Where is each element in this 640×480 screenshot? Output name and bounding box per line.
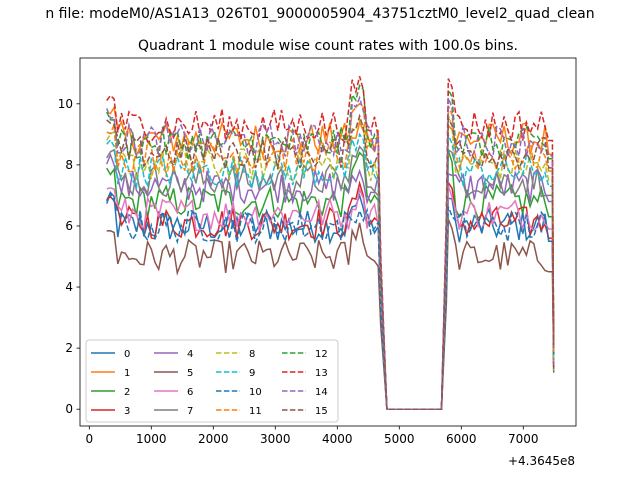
y-tick-label: 8	[65, 158, 73, 172]
legend-label: 4	[187, 349, 193, 360]
legend-box	[85, 339, 339, 423]
series-line-6	[106, 185, 555, 410]
y-tick-label: 4	[65, 280, 73, 294]
legend-label: 2	[124, 387, 130, 398]
legend-label: 3	[124, 406, 130, 417]
series-line-15	[106, 113, 555, 410]
x-offset-label: +4.3645e8	[508, 454, 575, 468]
plot-area	[105, 76, 555, 410]
y-tick-label: 6	[65, 219, 73, 233]
legend-label: 15	[315, 406, 328, 417]
x-tick-label: 3000	[260, 432, 291, 446]
series-line-5	[106, 218, 555, 410]
legend-label: 7	[187, 406, 193, 417]
legend-label: 5	[187, 368, 193, 379]
legend-label: 6	[187, 387, 193, 398]
y-tick-label: 2	[65, 341, 73, 355]
x-tick-label: 7000	[508, 432, 539, 446]
x-tick-label: 2000	[198, 432, 229, 446]
legend-label: 0	[124, 349, 130, 360]
x-tick-label: 5000	[384, 432, 415, 446]
legend-label: 9	[249, 368, 255, 379]
series-line-10	[105, 191, 555, 410]
figure-title: n file: modeM0/AS1A13_026T01_9000005904_…	[45, 6, 594, 22]
x-tick-label: 1000	[136, 432, 167, 446]
legend-label: 11	[249, 406, 262, 417]
chart-title: Quadrant 1 module wise count rates with …	[138, 38, 518, 54]
legend-label: 1	[124, 368, 130, 379]
legend-label: 8	[249, 349, 255, 360]
series-line-13	[106, 76, 555, 410]
y-tick-label: 10	[58, 97, 73, 111]
y-tick-label: 0	[65, 402, 73, 416]
x-tick-label: 6000	[446, 432, 477, 446]
x-tick-label: 0	[85, 432, 93, 446]
legend-label: 10	[249, 387, 262, 398]
series-line-2	[106, 150, 555, 410]
x-tick-label: 4000	[322, 432, 353, 446]
legend-label: 12	[315, 349, 328, 360]
legend-label: 14	[315, 387, 328, 398]
legend-label: 13	[315, 368, 328, 379]
plot-frame	[79, 57, 577, 427]
series-line-9	[106, 132, 555, 410]
